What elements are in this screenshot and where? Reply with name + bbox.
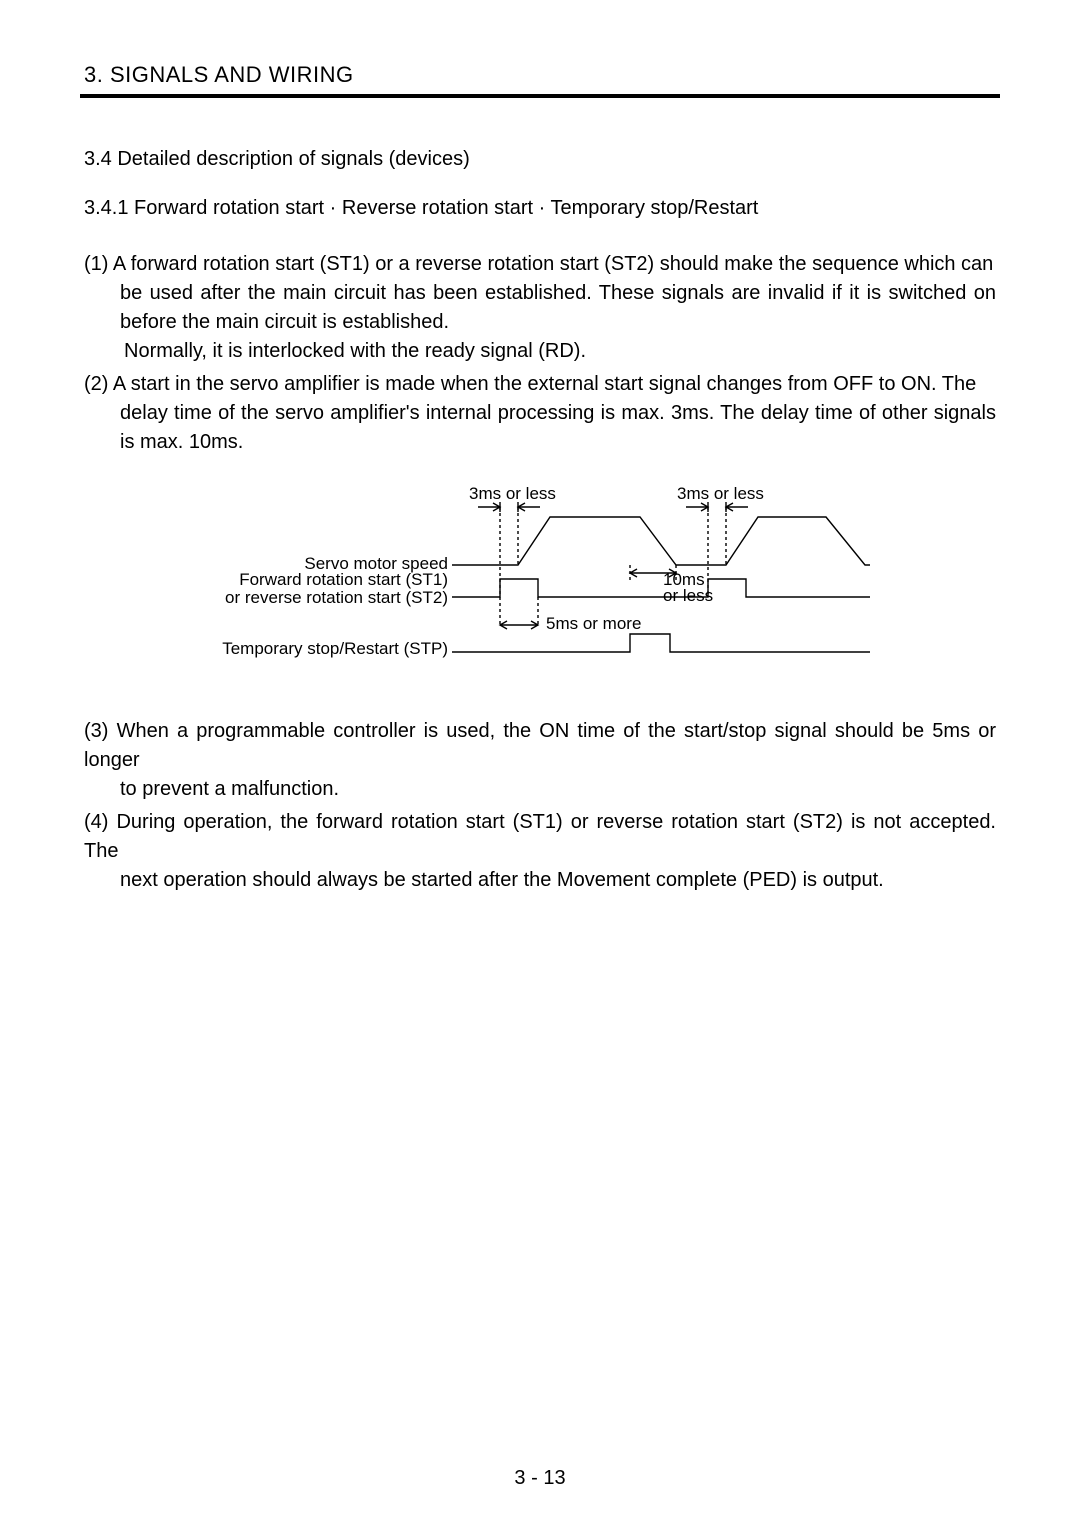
svg-text:Temporary stop/Restart (STP): Temporary stop/Restart (STP) [222,639,448,658]
svg-text:Forward rotation start (ST1): Forward rotation start (ST1) [239,570,448,589]
item-text: When a programmable controller is used, … [84,720,996,771]
item-text-cont: delay time of the servo amplifier's inte… [84,399,996,457]
item-text-cont: be used after the main circuit has been … [84,279,996,337]
page-number: 3 - 13 [0,1467,1080,1490]
list-item-2: (2) A start in the servo amplifier is ma… [84,370,996,457]
item-number: (1) [84,253,113,275]
list-item-4: (4) During operation, the forward rotati… [84,808,996,895]
list-item-1: (1) A forward rotation start (ST1) or a … [84,250,996,366]
item-number: (3) [84,720,117,742]
item-subtext: Normally, it is interlocked with the rea… [84,337,996,366]
body-list-2: (3) When a programmable controller is us… [84,717,996,895]
section-title: 3.4 Detailed description of signals (dev… [84,148,1000,171]
svg-text:or reverse rotation start (ST2: or reverse rotation start (ST2) [225,588,448,607]
chapter-title: 3. SIGNALS AND WIRING [84,62,1000,88]
body-list: (1) A forward rotation start (ST1) or a … [84,250,996,457]
svg-text:3ms or less: 3ms or less [469,484,556,503]
item-text-cont: next operation should always be started … [84,866,996,895]
svg-text:3ms or less: 3ms or less [677,484,764,503]
svg-text:or less: or less [663,586,713,605]
timing-svg: Servo motor speedForward rotation start … [200,477,880,677]
chapter-rule [80,94,1000,98]
subsection-title: 3.4.1 Forward rotation start · Reverse r… [84,197,1000,220]
timing-diagram: Servo motor speedForward rotation start … [80,477,1000,677]
item-text-cont: to prevent a malfunction. [84,775,996,804]
item-number: (4) [84,811,116,833]
item-text: A forward rotation start (ST1) or a reve… [113,253,993,275]
item-number: (2) [84,373,113,395]
list-item-3: (3) When a programmable controller is us… [84,717,996,804]
svg-text:5ms or more: 5ms or more [546,614,641,633]
item-text: A start in the servo amplifier is made w… [113,373,976,395]
item-text: During operation, the forward rotation s… [84,811,996,862]
